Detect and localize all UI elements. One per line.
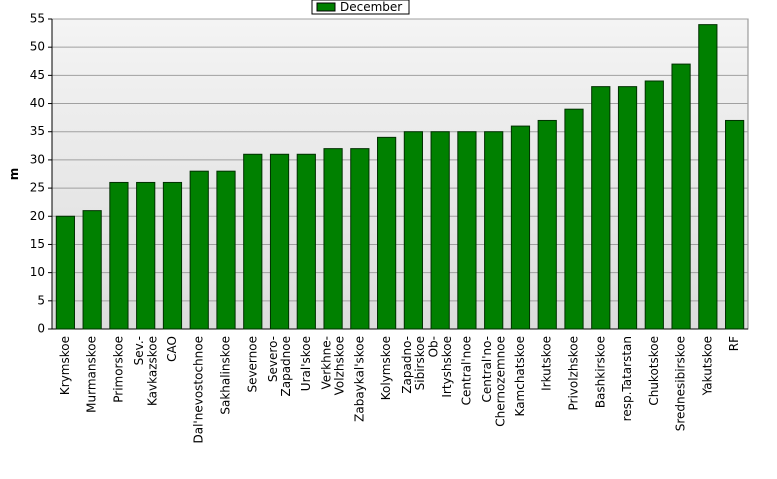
bar [644, 80, 664, 330]
x-tick-label: Srednesibirskoe [674, 336, 688, 431]
bar [725, 119, 745, 330]
bar [216, 170, 236, 330]
bar [109, 181, 129, 330]
bar [189, 170, 209, 330]
bar [403, 131, 423, 330]
bar [350, 148, 370, 330]
x-tick-label: Ural'skoe [299, 336, 313, 391]
legend-swatch [316, 2, 336, 12]
y-tick-label: 20 [30, 209, 45, 223]
y-tick-label: 5 [37, 293, 45, 307]
x-tick-label: Murmanskoe [85, 336, 99, 413]
x-tick-label: Ob-Irtyshskoe [426, 336, 453, 398]
x-tick-label: Irkutskoe [540, 336, 554, 391]
bar [82, 210, 102, 330]
bar [671, 63, 691, 330]
bar [296, 153, 316, 330]
x-tick-label: Dal'nevostochnoe [192, 336, 206, 444]
bar [323, 148, 343, 330]
y-tick-label: 55 [30, 12, 45, 26]
y-tick-label: 25 [30, 181, 45, 195]
x-tick-label: Sev.-Kavkazskoe [132, 336, 159, 406]
bar [484, 131, 504, 330]
x-tick-label: Privolzhskoe [567, 336, 581, 410]
plot-area [51, 18, 749, 330]
x-tick-label: Zapadno-Sibirskoe [399, 336, 426, 394]
y-axis-label: m [7, 168, 21, 181]
y-tick-label: 15 [30, 237, 45, 251]
bar [136, 181, 156, 330]
x-tick-label: Bashkirskoe [593, 336, 607, 408]
bar [377, 136, 397, 330]
x-tick-label: RF [727, 336, 741, 351]
bar [55, 215, 75, 330]
x-tick-label: Central'noe [459, 336, 473, 405]
legend-label: December [340, 0, 402, 14]
bar [269, 153, 290, 330]
bar [564, 108, 584, 330]
legend-box [311, 0, 410, 15]
x-tick-label: Severnoe [245, 336, 259, 393]
bar [591, 86, 611, 330]
x-tick-label: Severo-Zapadnoe [265, 336, 292, 397]
x-tick-label: Sakhalinskoe [219, 336, 233, 415]
x-tick-label: Central'no-Chernozemnoe [480, 336, 507, 427]
bar [243, 153, 263, 330]
x-tick-label: Verkhne-Volzhskoe [319, 336, 346, 395]
bar [537, 119, 557, 330]
x-tick-label: Kolymskoe [379, 336, 393, 400]
bar [162, 181, 183, 330]
bar [617, 86, 638, 330]
y-tick-label: 45 [30, 68, 45, 82]
y-tick-label: 30 [30, 152, 45, 166]
x-tick-label: Yakutskoe [700, 336, 714, 396]
x-tick-label: Primorskoe [111, 336, 125, 403]
x-tick-label: Krymskoe [58, 336, 72, 395]
bar [510, 125, 531, 330]
y-tick-label: 10 [30, 265, 45, 279]
bar [430, 131, 450, 330]
y-tick-label: 0 [37, 322, 45, 336]
x-tick-label: Chukotskoe [647, 336, 661, 406]
x-tick-label: Kamchatskoe [513, 336, 527, 416]
y-tick-label: 40 [30, 96, 45, 110]
y-tick-label: 50 [30, 40, 45, 54]
x-tick-label: Zabaykal'skoe [352, 336, 366, 422]
y-tick-label: 35 [30, 124, 45, 138]
bar [698, 24, 718, 330]
bar [457, 131, 477, 330]
x-tick-label: CAO [165, 336, 179, 362]
x-tick-label: resp.Tatarstan [620, 336, 634, 421]
